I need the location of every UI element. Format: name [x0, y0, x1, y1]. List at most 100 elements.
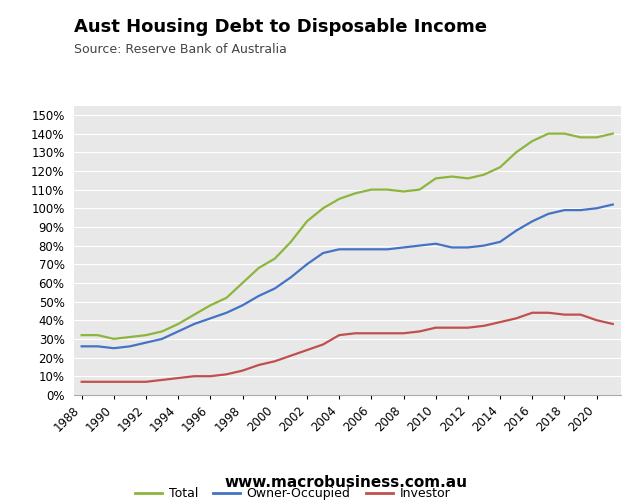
- Investor: [287, 353, 294, 359]
- Line: Owner-Occupied: Owner-Occupied: [82, 205, 612, 348]
- Owner-Occupied: [577, 207, 584, 213]
- Owner-Occupied: [480, 242, 488, 248]
- Owner-Occupied: [255, 293, 262, 299]
- Investor: [448, 324, 456, 330]
- Investor: [561, 311, 568, 317]
- Owner-Occupied: [223, 310, 230, 316]
- Total: [383, 187, 391, 193]
- Owner-Occupied: [142, 340, 150, 346]
- Total: [432, 176, 440, 182]
- Investor: [207, 373, 214, 379]
- Total: [174, 321, 182, 327]
- Owner-Occupied: [496, 239, 504, 245]
- Total: [303, 218, 311, 224]
- Total: [400, 189, 408, 195]
- Total: [239, 280, 246, 286]
- Owner-Occupied: [400, 244, 408, 250]
- Investor: [158, 377, 166, 383]
- Owner-Occupied: [383, 246, 391, 253]
- Investor: [223, 371, 230, 377]
- Total: [561, 131, 568, 137]
- Total: [223, 295, 230, 301]
- Total: [609, 131, 616, 137]
- Owner-Occupied: [287, 274, 294, 280]
- Owner-Occupied: [464, 244, 472, 250]
- Owner-Occupied: [593, 205, 600, 211]
- Investor: [593, 317, 600, 323]
- Total: [593, 134, 600, 140]
- Owner-Occupied: [561, 207, 568, 213]
- Owner-Occupied: [94, 344, 102, 350]
- Owner-Occupied: [529, 218, 536, 224]
- Owner-Occupied: [303, 261, 311, 267]
- Investor: [94, 379, 102, 385]
- Owner-Occupied: [513, 228, 520, 234]
- Total: [464, 176, 472, 182]
- Investor: [432, 324, 440, 330]
- Legend: Total, Owner-Occupied, Investor: Total, Owner-Occupied, Investor: [130, 482, 455, 503]
- Total: [319, 205, 327, 211]
- Investor: [303, 347, 311, 353]
- Total: [255, 265, 262, 271]
- Owner-Occupied: [545, 211, 552, 217]
- Investor: [480, 323, 488, 329]
- Total: [110, 336, 118, 342]
- Total: [94, 332, 102, 338]
- Owner-Occupied: [335, 246, 343, 253]
- Investor: [609, 321, 616, 327]
- Total: [351, 190, 359, 196]
- Total: [577, 134, 584, 140]
- Owner-Occupied: [78, 344, 86, 350]
- Investor: [496, 319, 504, 325]
- Text: www.macrobusiness.com.au: www.macrobusiness.com.au: [224, 475, 467, 490]
- Total: [158, 328, 166, 334]
- Total: [367, 187, 375, 193]
- Owner-Occupied: [351, 246, 359, 253]
- Total: [287, 239, 294, 245]
- Owner-Occupied: [158, 336, 166, 342]
- Text: BUSINESS: BUSINESS: [503, 48, 588, 63]
- Investor: [351, 330, 359, 337]
- Investor: [110, 379, 118, 385]
- Investor: [513, 315, 520, 321]
- Text: Aust Housing Debt to Disposable Income: Aust Housing Debt to Disposable Income: [74, 18, 486, 36]
- Owner-Occupied: [319, 250, 327, 256]
- Investor: [239, 368, 246, 374]
- Investor: [319, 342, 327, 348]
- Owner-Occupied: [174, 328, 182, 334]
- Investor: [78, 379, 86, 385]
- Investor: [400, 330, 408, 337]
- Total: [416, 187, 424, 193]
- Owner-Occupied: [126, 344, 134, 350]
- Investor: [142, 379, 150, 385]
- Total: [448, 174, 456, 180]
- Investor: [545, 310, 552, 316]
- Owner-Occupied: [271, 286, 278, 292]
- Owner-Occupied: [416, 242, 424, 248]
- Text: MACRO: MACRO: [509, 18, 582, 36]
- Owner-Occupied: [448, 244, 456, 250]
- Investor: [174, 375, 182, 381]
- Total: [126, 334, 134, 340]
- Total: [142, 332, 150, 338]
- Owner-Occupied: [207, 315, 214, 321]
- Investor: [529, 310, 536, 316]
- Owner-Occupied: [609, 202, 616, 208]
- Owner-Occupied: [191, 321, 198, 327]
- Investor: [464, 324, 472, 330]
- Line: Investor: Investor: [82, 313, 612, 382]
- Total: [78, 332, 86, 338]
- Total: [207, 302, 214, 308]
- Investor: [577, 311, 584, 317]
- Investor: [126, 379, 134, 385]
- Investor: [255, 362, 262, 368]
- Total: [191, 311, 198, 317]
- Investor: [383, 330, 391, 337]
- Investor: [416, 328, 424, 334]
- Total: [271, 256, 278, 262]
- Owner-Occupied: [367, 246, 375, 253]
- Total: [513, 149, 520, 155]
- Investor: [191, 373, 198, 379]
- Total: [545, 131, 552, 137]
- Investor: [335, 332, 343, 338]
